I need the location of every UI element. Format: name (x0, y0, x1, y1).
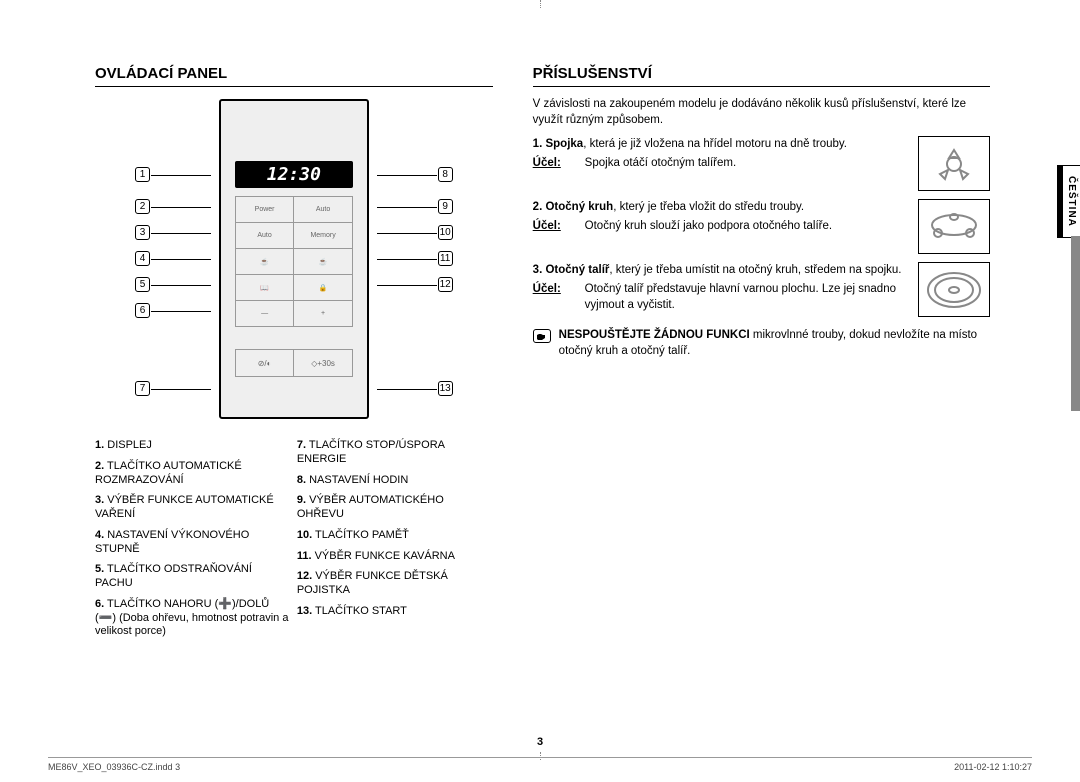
callout-3: 3 (135, 225, 150, 240)
legend-7: 7. TLAČÍTKO STOP/ÚSPORA ENERGIE (297, 439, 493, 467)
legend-11: 11. VÝBĚR FUNKCE KAVÁRNA (297, 550, 493, 564)
legend-6: 6. TLAČÍTKO NAHORU (➕)/DOLŮ (➖) (Doba oh… (95, 598, 291, 639)
btn-memory: Memory (294, 223, 352, 248)
legend-4: 4. NASTAVENÍ VÝKONOVÉHO STUPNĚ (95, 529, 291, 557)
accessory-roller-ring: 2. Otočný kruh, který je třeba vložit do… (533, 199, 990, 254)
callout-13: 13 (438, 381, 453, 396)
btn-cafe: ☕ (294, 249, 352, 274)
legend-2: 2. TLAČÍTKO AUTOMATICKÉ ROZMRAZOVÁNÍ (95, 460, 291, 488)
page-content: OVLÁDACÍ PANEL 1 2 3 4 5 6 7 8 9 10 11 1… (0, 0, 1080, 720)
callout-6: 6 (135, 303, 150, 318)
callout-7: 7 (135, 381, 150, 396)
panel-button-grid: Power Auto Auto Memory ☕ ☕ 📖 🔒 — + (235, 196, 353, 327)
roller-ring-icon (918, 199, 990, 254)
legend-9: 9. VÝBĚR AUTOMATICKÉHO OHŘEVU (297, 494, 493, 522)
btn-defrost: ☕ (236, 249, 294, 274)
btn-power: Power (236, 197, 294, 222)
page-number: 3 (537, 736, 543, 748)
callout-10: 10 (438, 225, 453, 240)
legend-10: 10. TLAČÍTKO PAMĚŤ (297, 529, 493, 543)
btn-deodor: 📖 (236, 275, 294, 300)
callout-11: 11 (438, 251, 453, 266)
legend-3: 3. VÝBĚR FUNKCE AUTOMATICKÉ VAŘENÍ (95, 494, 291, 522)
btn-lock: 🔒 (294, 275, 352, 300)
footer-timestamp: 2011-02-12 1:10:27 (954, 762, 1032, 772)
callout-1: 1 (135, 167, 150, 182)
callout-9: 9 (438, 199, 453, 214)
callout-5: 5 (135, 277, 150, 292)
accessory-turntable: 3. Otočný talíř, který je třeba umístit … (533, 262, 990, 317)
heading-accessories: PŘÍSLUŠENSTVÍ (533, 65, 990, 87)
legend-5: 5. TLAČÍTKO ODSTRAŇOVÁNÍ PACHU (95, 563, 291, 591)
accessories-intro: V závislosti na zakoupeném modelu je dod… (533, 97, 990, 128)
btn-start: ◇+30s (294, 350, 352, 376)
control-panel-legend: 1. DISPLEJ 2. TLAČÍTKO AUTOMATICKÉ ROZMR… (95, 439, 493, 646)
accessory-coupler: 1. Spojka, která je již vložena na hříde… (533, 136, 990, 191)
panel-display: 12:30 (235, 161, 353, 188)
language-tab: ČEŠTINA (1057, 165, 1080, 238)
turntable-icon (918, 262, 990, 317)
callout-8: 8 (438, 167, 453, 182)
footer: ME86V_XEO_03936C-CZ.indd 3 2011-02-12 1:… (48, 757, 1032, 772)
accessories-section: PŘÍSLUŠENSTVÍ V závislosti na zakoupeném… (533, 65, 990, 680)
btn-auto-cook: Auto (236, 223, 294, 248)
control-panel-section: OVLÁDACÍ PANEL 1 2 3 4 5 6 7 8 9 10 11 1… (95, 65, 493, 680)
footer-filename: ME86V_XEO_03936C-CZ.indd 3 (48, 762, 180, 772)
callout-2: 2 (135, 199, 150, 214)
heading-control-panel: OVLÁDACÍ PANEL (95, 65, 493, 87)
btn-up: + (294, 301, 352, 326)
btn-down: — (236, 301, 294, 326)
legend-1: 1. DISPLEJ (95, 439, 291, 453)
btn-auto-heat: Auto (294, 197, 352, 222)
btn-stop: ⊘/◐ (236, 350, 294, 376)
warning-note: NESPOUŠTĚJTE ŽÁDNOU FUNKCI mikrovlnné tr… (533, 327, 990, 359)
legend-12: 12. VÝBĚR FUNKCE DĚTSKÁ POJISTKA (297, 570, 493, 598)
legend-13: 13. TLAČÍTKO START (297, 605, 493, 619)
panel-body: 12:30 Power Auto Auto Memory ☕ ☕ 📖 🔒 — +… (219, 99, 369, 419)
hand-icon (533, 329, 551, 343)
side-bar-decoration (1071, 236, 1080, 411)
coupler-icon (918, 136, 990, 191)
control-panel-diagram: 1 2 3 4 5 6 7 8 9 10 11 12 13 12:30 Powe… (95, 97, 493, 427)
legend-8: 8. NASTAVENÍ HODIN (297, 474, 493, 488)
panel-bottom-row: ⊘/◐ ◇+30s (235, 349, 353, 377)
callout-12: 12 (438, 277, 453, 292)
callout-4: 4 (135, 251, 150, 266)
